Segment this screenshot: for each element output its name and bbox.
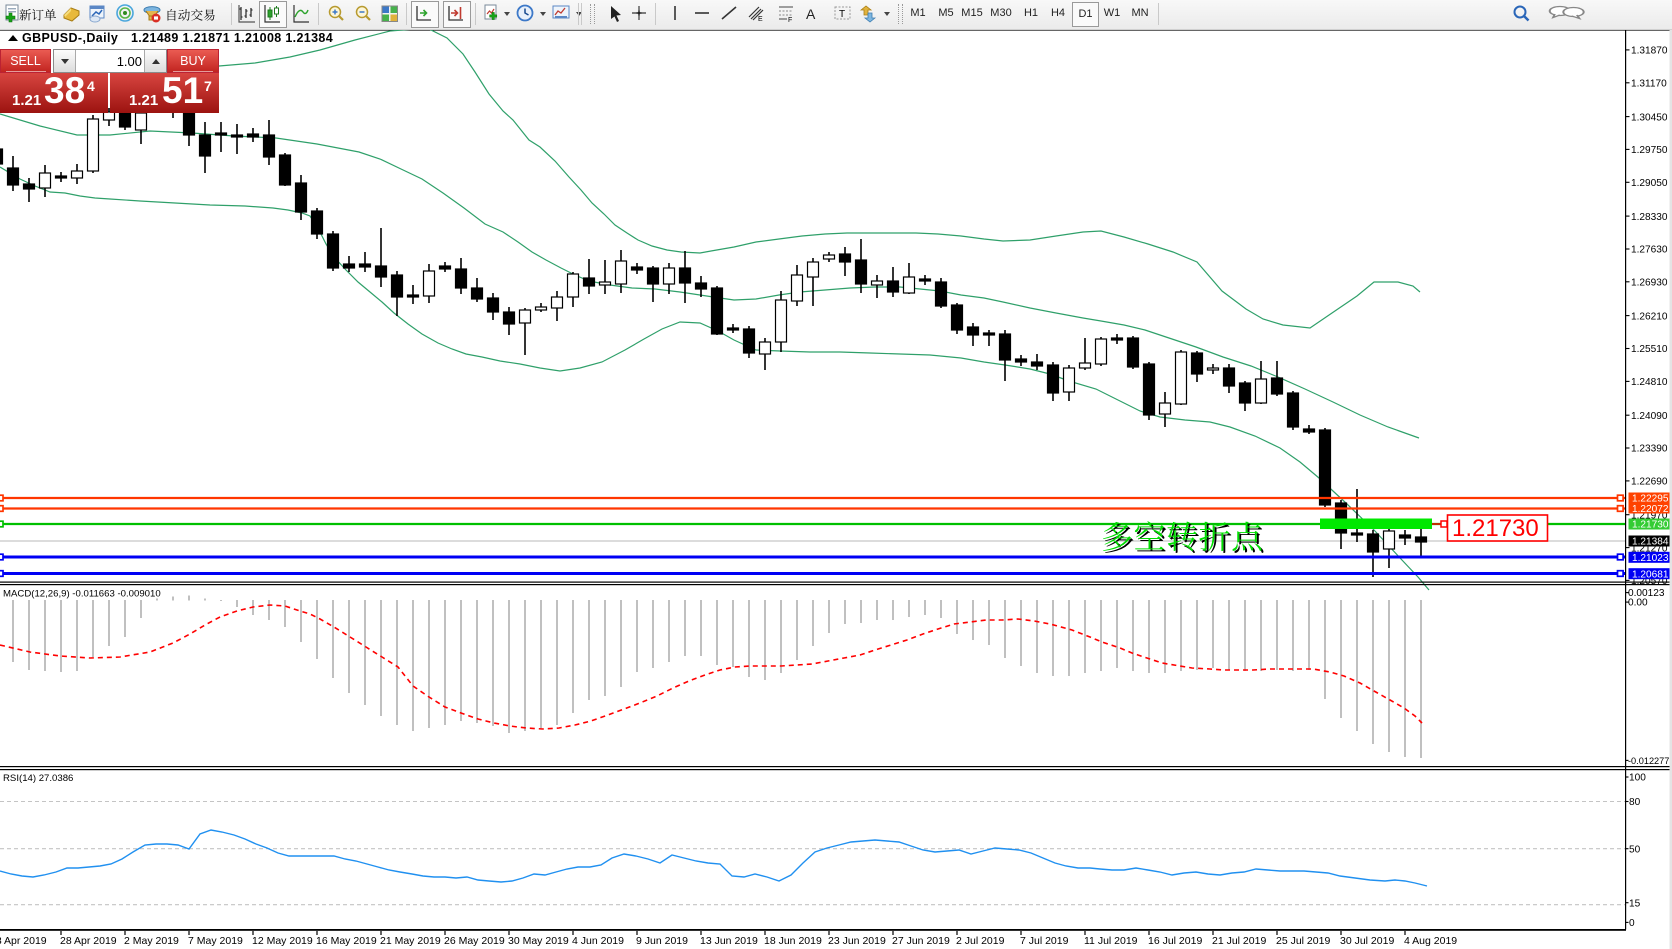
svg-text:1.31170: 1.31170 [1631,79,1667,90]
svg-text:18 Jun 2019: 18 Jun 2019 [764,935,822,947]
svg-text:1.22072: 1.22072 [1632,504,1669,515]
svg-text:2 May 2019: 2 May 2019 [124,935,179,947]
svg-text:9 Jun 2019: 9 Jun 2019 [636,935,688,947]
svg-text:7 Jul 2019: 7 Jul 2019 [1020,935,1069,947]
svg-text:15: 15 [1629,898,1641,909]
svg-text:1.28330: 1.28330 [1631,212,1668,223]
svg-text:1.29750: 1.29750 [1631,145,1668,156]
svg-text:30 May 2019: 30 May 2019 [508,935,569,947]
svg-text:4 Aug 2019: 4 Aug 2019 [1404,935,1457,947]
svg-text:1.26930: 1.26930 [1631,278,1668,289]
svg-text:MACD(12,26,9) -0.011663 -0.009: MACD(12,26,9) -0.011663 -0.009010 [3,589,161,600]
svg-text:1.22690: 1.22690 [1631,477,1668,488]
svg-text:12 May 2019: 12 May 2019 [252,935,313,947]
svg-text:-0.012277: -0.012277 [1628,756,1669,766]
svg-text:13 Jun 2019: 13 Jun 2019 [700,935,758,947]
svg-text:80: 80 [1629,797,1641,808]
svg-text:27 Jun 2019: 27 Jun 2019 [892,935,950,947]
svg-text:16 May 2019: 16 May 2019 [316,935,377,947]
svg-text:F: F [788,17,792,24]
svg-text:11 Jul 2019: 11 Jul 2019 [1084,935,1138,947]
svg-text:1.21730: 1.21730 [1632,520,1669,531]
svg-text:1.22295: 1.22295 [1632,494,1669,505]
svg-text:50: 50 [1629,844,1641,855]
svg-text:21 May 2019: 21 May 2019 [380,935,441,947]
svg-text:1.24090: 1.24090 [1631,411,1668,422]
svg-text:1.25510: 1.25510 [1631,344,1668,355]
svg-text:1.21270: 1.21270 [1631,543,1668,554]
svg-text:1.21730: 1.21730 [1452,515,1539,542]
svg-text:25 Jul 2019: 25 Jul 2019 [1276,935,1330,947]
svg-text:RSI(14) 27.0386: RSI(14) 27.0386 [3,773,73,784]
svg-text:T: T [839,9,845,20]
svg-text:1.31870: 1.31870 [1631,46,1668,57]
svg-text:1.20570: 1.20570 [1631,576,1668,587]
svg-text:1.26210: 1.26210 [1631,311,1668,322]
svg-text:26 May 2019: 26 May 2019 [444,935,505,947]
svg-text:30 Jul 2019: 30 Jul 2019 [1340,935,1394,947]
svg-text:0.00: 0.00 [1628,598,1648,609]
svg-text:1.21023: 1.21023 [1632,553,1669,564]
svg-text:21 Jul 2019: 21 Jul 2019 [1212,935,1266,947]
svg-text:1.21970: 1.21970 [1631,510,1668,521]
svg-text:E: E [758,16,763,23]
svg-text:0: 0 [1629,918,1635,929]
svg-text:4 Jun 2019: 4 Jun 2019 [572,935,624,947]
svg-text:0.00123: 0.00123 [1628,588,1665,599]
svg-text:1.29050: 1.29050 [1631,178,1668,189]
svg-text:1.24810: 1.24810 [1631,377,1668,388]
svg-text:1.21384: 1.21384 [1632,537,1669,548]
svg-text:16 Jul 2019: 16 Jul 2019 [1148,935,1202,947]
svg-text:1.30450: 1.30450 [1631,112,1668,123]
svg-text:1.27630: 1.27630 [1631,245,1668,256]
svg-text:1.23390: 1.23390 [1631,444,1668,455]
svg-text:2 Jul 2019: 2 Jul 2019 [956,935,1005,947]
svg-text:28 Apr 2019: 28 Apr 2019 [60,935,117,947]
svg-text:1.20681: 1.20681 [1632,569,1669,580]
svg-text:7 May 2019: 7 May 2019 [188,935,243,947]
svg-text:23 Apr 2019: 23 Apr 2019 [0,935,47,947]
svg-text:23 Jun 2019: 23 Jun 2019 [828,935,886,947]
svg-text:100: 100 [1629,773,1646,784]
